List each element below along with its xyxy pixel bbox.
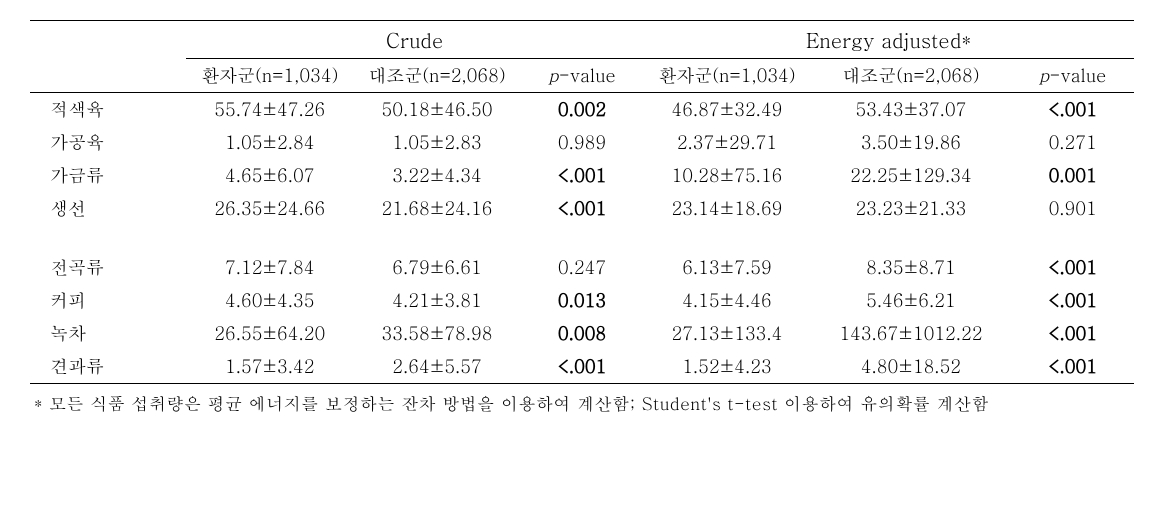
table-row: 가금류4.65±6.073.22±4.34<.00110.28±75.1622.… [30,159,1134,192]
energy-p-cell: <.001 [1011,284,1134,317]
sub-header-row: 환자군(n=1,034) 대조군(n=2,068) p-value 환자군(n=… [30,59,1134,93]
energy-p-cell: 0.901 [1011,192,1134,225]
crude-case-cell: 1.05±2.84 [186,126,353,159]
table-row: 생선26.35±24.6621.68±24.16<.00123.14±18.69… [30,192,1134,225]
table-row: 가공육1.05±2.841.05±2.830.9892.37±29.713.50… [30,126,1134,159]
row-label: 생선 [30,192,186,225]
energy-case-cell: 46.87±32.49 [643,93,810,127]
table-row: 전곡류7.12±7.846.79±6.610.2476.13±7.598.35±… [30,251,1134,284]
row-label: 커피 [30,284,186,317]
crude-p-cell: 0.002 [521,93,644,127]
crude-control-cell: 50.18±46.50 [353,93,520,127]
energy-control-cell: 143.67±1012.22 [811,317,1012,350]
crude-control-header: 대조군(n=2,068) [353,59,520,93]
crude-case-cell: 4.65±6.07 [186,159,353,192]
energy-control-cell: 3.50±19.86 [811,126,1012,159]
table-row: 녹차26.55±64.2033.58±78.980.00827.13±133.4… [30,317,1134,350]
table-body-2: 전곡류7.12±7.846.79±6.610.2476.13±7.598.35±… [30,251,1134,384]
table-row: 적색육55.74±47.2650.18±46.500.00246.87±32.4… [30,93,1134,127]
crude-case-cell: 1.57±3.42 [186,350,353,384]
energy-header: Energy adjusted* [643,21,1134,59]
crude-case-header: 환자군(n=1,034) [186,59,353,93]
energy-control-cell: 23.23±21.33 [811,192,1012,225]
energy-case-cell: 1.52±4.23 [643,350,810,384]
energy-p-cell: <.001 [1011,350,1134,384]
table-spacer [30,225,1134,251]
crude-control-cell: 21.68±24.16 [353,192,520,225]
energy-case-cell: 6.13±7.59 [643,251,810,284]
crude-p-cell: <.001 [521,192,644,225]
crude-p-cell: <.001 [521,350,644,384]
energy-p-header: p-value [1011,59,1134,93]
energy-control-cell: 8.35±8.71 [811,251,1012,284]
crude-control-cell: 4.21±3.81 [353,284,520,317]
energy-p-cell: 0.271 [1011,126,1134,159]
energy-case-cell: 23.14±18.69 [643,192,810,225]
crude-p-cell: <.001 [521,159,644,192]
crude-case-cell: 4.60±4.35 [186,284,353,317]
energy-case-cell: 2.37±29.71 [643,126,810,159]
crude-control-cell: 1.05±2.83 [353,126,520,159]
table-row: 견과류1.57±3.422.64±5.57<.0011.52±4.234.80±… [30,350,1134,384]
energy-p-cell: <.001 [1011,93,1134,127]
row-label: 전곡류 [30,251,186,284]
row-label: 가금류 [30,159,186,192]
energy-control-cell: 53.43±37.07 [811,93,1012,127]
crude-p-cell: 0.989 [521,126,644,159]
energy-control-cell: 4.80±18.52 [811,350,1012,384]
crude-p-cell: 0.013 [521,284,644,317]
crude-control-cell: 33.58±78.98 [353,317,520,350]
footnote: * 모든 식품 섭취량은 평균 에너지를 보정하는 잔차 방법을 이용하여 계산… [30,384,1134,417]
table-body-1: 적색육55.74±47.2650.18±46.500.00246.87±32.4… [30,93,1134,226]
crude-case-cell: 55.74±47.26 [186,93,353,127]
energy-case-header: 환자군(n=1,034) [643,59,810,93]
crude-control-cell: 2.64±5.57 [353,350,520,384]
table-row: 커피4.60±4.354.21±3.810.0134.15±4.465.46±6… [30,284,1134,317]
row-label: 가공육 [30,126,186,159]
group-header-row: Crude Energy adjusted* [30,21,1134,59]
row-label: 녹차 [30,317,186,350]
energy-control-cell: 22.25±129.34 [811,159,1012,192]
energy-control-cell: 5.46±6.21 [811,284,1012,317]
crude-control-cell: 6.79±6.61 [353,251,520,284]
comparison-table: Crude Energy adjusted* 환자군(n=1,034) 대조군(… [30,20,1134,384]
energy-p-cell: <.001 [1011,251,1134,284]
crude-header: Crude [186,21,643,59]
crude-case-cell: 7.12±7.84 [186,251,353,284]
crude-case-cell: 26.55±64.20 [186,317,353,350]
row-label: 적색육 [30,93,186,127]
energy-case-cell: 10.28±75.16 [643,159,810,192]
energy-p-cell: <.001 [1011,317,1134,350]
crude-p-header: p-value [521,59,644,93]
energy-case-cell: 4.15±4.46 [643,284,810,317]
crude-control-cell: 3.22±4.34 [353,159,520,192]
energy-control-header: 대조군(n=2,068) [811,59,1012,93]
crude-p-cell: 0.247 [521,251,644,284]
crude-p-cell: 0.008 [521,317,644,350]
row-label: 견과류 [30,350,186,384]
crude-case-cell: 26.35±24.66 [186,192,353,225]
energy-case-cell: 27.13±133.4 [643,317,810,350]
energy-p-cell: 0.001 [1011,159,1134,192]
